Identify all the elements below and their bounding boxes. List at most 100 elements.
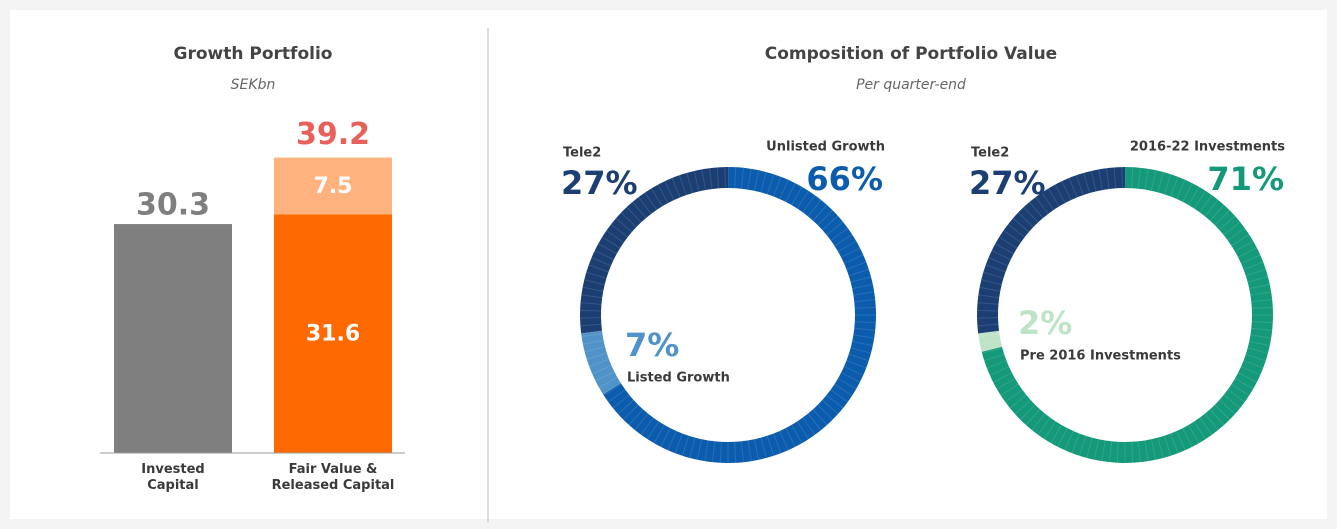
slice-texture <box>620 212 637 228</box>
slice-texture <box>985 264 1006 273</box>
slice-texture <box>1188 424 1200 444</box>
slice-texture <box>580 302 602 305</box>
slice-texture <box>638 196 652 215</box>
slice-texture <box>766 435 775 456</box>
slice-texture <box>712 441 716 463</box>
slice-texture <box>598 376 618 389</box>
slice-value-label: 66% <box>806 160 883 198</box>
slice-texture <box>1247 347 1269 354</box>
slice-texture <box>1113 167 1117 189</box>
slice-texture <box>807 413 822 431</box>
slice-texture <box>978 333 1000 338</box>
slice-texture <box>1163 174 1172 195</box>
slice-texture <box>817 209 834 226</box>
slice-texture <box>664 180 675 201</box>
slice-texture <box>582 286 604 292</box>
slice-texture <box>601 236 621 249</box>
slice-texture <box>1227 389 1246 403</box>
data-label: 7.5 <box>314 174 353 199</box>
slice-texture <box>807 199 822 217</box>
slice-texture <box>978 294 1000 299</box>
slice-texture <box>981 279 1002 286</box>
slice-texture <box>791 186 803 206</box>
slice-texture <box>716 167 720 189</box>
slice-texture <box>1188 186 1200 206</box>
slice-texture <box>826 221 844 236</box>
slice-texture <box>852 283 873 290</box>
slice-texture <box>586 352 607 360</box>
slice-texture <box>1199 417 1213 436</box>
slice-texture <box>822 399 839 415</box>
slice-texture <box>1017 212 1034 228</box>
slice-texture <box>628 409 644 426</box>
slice-texture <box>1144 440 1149 462</box>
slice-texture <box>1204 413 1219 431</box>
slice-texture <box>796 421 810 440</box>
slice-texture <box>667 430 677 451</box>
slice-texture <box>594 250 614 261</box>
slice-texture <box>696 439 703 460</box>
slice-texture <box>1251 299 1273 303</box>
slice-texture <box>1007 223 1025 238</box>
slice-texture <box>1170 176 1179 197</box>
data-label: 30.3 <box>136 188 210 223</box>
slice-texture <box>988 257 1009 267</box>
slice-texture <box>1240 254 1261 264</box>
slice-texture <box>830 389 849 403</box>
slice-texture <box>1249 340 1270 347</box>
slice-texture <box>785 427 796 448</box>
slice-texture <box>734 441 737 463</box>
slice-texture <box>584 346 606 353</box>
data-label: 31.6 <box>306 322 360 347</box>
slice-texture <box>984 353 1005 362</box>
slice-texture <box>1157 171 1164 193</box>
slice-texture <box>1086 437 1093 459</box>
slice-texture <box>1150 170 1157 191</box>
slice-texture <box>1237 247 1258 258</box>
slice-texture <box>581 330 603 335</box>
slice-texture <box>779 179 789 200</box>
slice-texture <box>634 413 649 431</box>
slice-texture <box>992 372 1013 383</box>
slice-texture <box>1219 215 1236 231</box>
slice-value-label: 27% <box>969 164 1046 202</box>
slice-texture <box>802 417 816 436</box>
slice-texture <box>1029 201 1044 219</box>
slice-texture <box>981 347 1003 354</box>
chart-title: Composition of Portfolio Value <box>765 44 1057 64</box>
slice-texture <box>581 333 603 338</box>
slice-texture <box>1071 433 1080 454</box>
slice-texture <box>1193 421 1207 440</box>
slice-texture <box>1234 378 1254 390</box>
slice-texture <box>1019 404 1036 421</box>
slice-texture <box>606 230 624 243</box>
slice-texture <box>1219 399 1236 415</box>
slice-texture <box>1193 190 1207 209</box>
slice-texture <box>584 279 605 286</box>
slice-texture <box>1137 441 1141 463</box>
slice-texture <box>1050 424 1062 444</box>
bar-segment <box>274 157 392 215</box>
slice-texture <box>846 261 867 270</box>
slice-texture <box>591 364 612 375</box>
slice-texture <box>1214 209 1231 226</box>
slice-texture <box>753 170 760 191</box>
slice-texture <box>1061 180 1072 201</box>
slice-texture <box>1041 192 1055 211</box>
slice-texture <box>981 346 1003 353</box>
slice-value-label: 27% <box>561 164 638 202</box>
slice-value-label: 2% <box>1018 304 1072 342</box>
slice-texture <box>1131 441 1134 463</box>
slice-texture <box>1037 417 1051 436</box>
slice-texture <box>612 394 630 409</box>
slice-texture <box>650 188 663 207</box>
slice-texture <box>822 215 839 231</box>
slice-texture <box>603 383 622 397</box>
slice-texture <box>854 327 876 331</box>
slice-texture <box>1109 441 1113 463</box>
slice-texture <box>591 257 612 267</box>
slice-texture <box>1093 439 1100 460</box>
slice-texture <box>582 339 604 345</box>
slice-name-label: Pre 2016 Investments <box>1020 349 1181 364</box>
slice-texture <box>580 309 602 312</box>
